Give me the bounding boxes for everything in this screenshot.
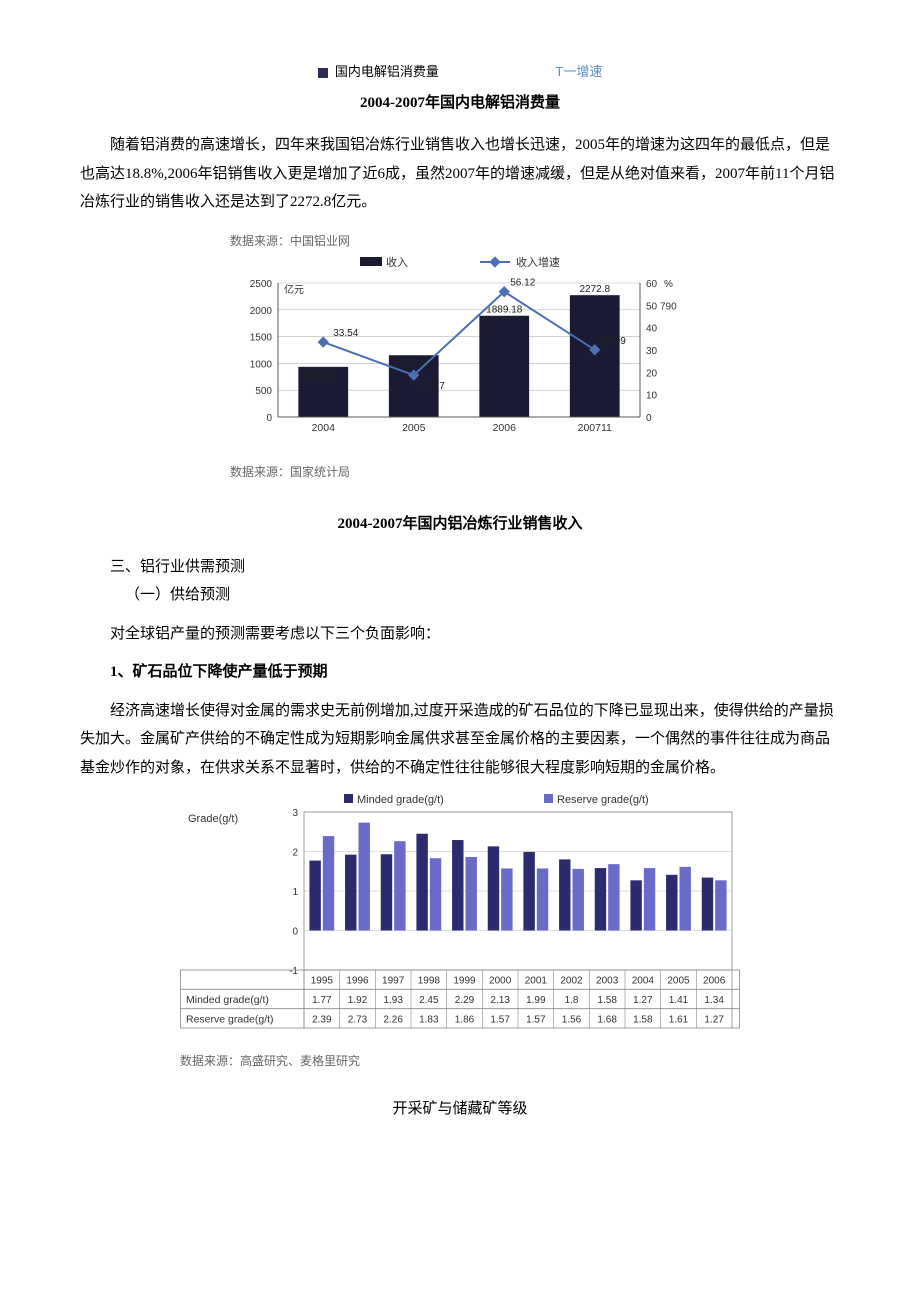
svg-text:Minded grade(g/t): Minded grade(g/t)	[186, 994, 269, 1006]
section3-lead: 对全球铝产量的预测需要考虑以下三个负面影响：	[80, 620, 840, 649]
svg-text:1.57: 1.57	[526, 1015, 546, 1026]
svg-text:1.61: 1.61	[669, 1015, 689, 1026]
chart1-title: 2004-2007年国内电解铝消费量	[80, 89, 840, 118]
chart2-source-top: 数据来源：中国铝业网	[230, 234, 350, 248]
legend-row-top: 国内电解铝消费量 T一增速	[80, 60, 840, 85]
svg-text:1.58: 1.58	[633, 1015, 653, 1026]
svg-text:1.92: 1.92	[348, 995, 368, 1006]
svg-text:1.93: 1.93	[383, 995, 403, 1006]
bar-swatch	[318, 68, 328, 78]
paragraph-1: 随着铝消费的高速增长，四年来我国铝冶炼行业销售收入也增长迅速，2005年的增速为…	[80, 131, 840, 217]
svg-text:Grade(g/t): Grade(g/t)	[188, 813, 238, 825]
svg-text:1998: 1998	[418, 976, 441, 987]
svg-text:1.56: 1.56	[562, 1015, 582, 1026]
svg-text:2000: 2000	[489, 976, 512, 987]
svg-text:1.68: 1.68	[597, 1015, 617, 1026]
svg-text:2272.8: 2272.8	[579, 284, 610, 295]
svg-text:1.58: 1.58	[597, 995, 617, 1006]
svg-text:2500: 2500	[250, 279, 273, 290]
svg-text:60: 60	[646, 279, 658, 290]
svg-text:2005: 2005	[667, 976, 690, 987]
svg-text:收入增速: 收入增速	[516, 255, 560, 269]
svg-text:2006: 2006	[493, 422, 517, 434]
section3-head: 三、铝行业供需预测	[80, 553, 840, 582]
svg-text:2.13: 2.13	[490, 995, 510, 1006]
svg-text:2002: 2002	[560, 976, 583, 987]
svg-text:3: 3	[292, 808, 298, 819]
svg-text:1.57: 1.57	[490, 1015, 510, 1026]
svg-text:2003: 2003	[596, 976, 619, 987]
chart3-title: 开采矿与储藏矿等级	[80, 1095, 840, 1124]
section3-sub: （一）供给预测	[80, 581, 840, 610]
svg-text:1.77: 1.77	[312, 995, 332, 1006]
svg-text:1997: 1997	[382, 976, 405, 987]
chart2-source-bottom: 数据来源：国家统计局	[230, 465, 350, 479]
svg-text:2004: 2004	[312, 422, 336, 434]
svg-text:%: %	[664, 279, 673, 290]
chart3-block: Minded grade(g/t) Reserve grade(g/t) Grade…	[80, 792, 840, 1075]
svg-text:1152.46: 1152.46	[394, 358, 430, 369]
svg-text:0: 0	[292, 927, 298, 938]
svg-text:50: 50	[646, 302, 658, 313]
chart2-svg: 收入 收入增速 0 500 1000 1500 2000 2500 0 10 20 30 40 50 60%…	[230, 255, 690, 445]
svg-text:2.45: 2.45	[419, 995, 439, 1006]
svg-text:1999: 1999	[453, 976, 476, 987]
svg-text:33.54: 33.54	[333, 328, 358, 339]
legend-line-label: T一增速	[555, 64, 602, 79]
svg-text:20: 20	[646, 369, 658, 380]
svg-text:1500: 1500	[250, 333, 273, 344]
svg-text:500: 500	[255, 386, 272, 397]
svg-text:1.41: 1.41	[669, 995, 689, 1006]
svg-text:1.86: 1.86	[455, 1015, 475, 1026]
svg-text:1996: 1996	[346, 976, 369, 987]
svg-text:1000: 1000	[250, 360, 273, 371]
svg-text:1.27: 1.27	[633, 995, 653, 1006]
svg-text:40: 40	[646, 324, 658, 335]
svg-text:1889.18: 1889.18	[486, 305, 523, 316]
svg-text:Reserve grade(g/t): Reserve grade(g/t)	[557, 794, 649, 806]
svg-text:2: 2	[292, 848, 298, 859]
section3-item1-head: 1、矿石品位下降使产量低于预期	[80, 658, 840, 687]
svg-text:2.39: 2.39	[312, 1015, 332, 1026]
svg-text:0: 0	[266, 413, 272, 424]
svg-text:2001: 2001	[525, 976, 548, 987]
svg-text:1.27: 1.27	[704, 1015, 724, 1026]
svg-text:1: 1	[292, 887, 298, 898]
svg-text:收入: 收入	[386, 255, 408, 269]
svg-text:935.53: 935.53	[306, 370, 337, 381]
chart3-source-bottom: 数据来源：高盛研究、麦格里研究	[180, 1054, 360, 1068]
svg-text:18.77: 18.77	[420, 381, 445, 392]
svg-text:2.29: 2.29	[455, 995, 475, 1006]
svg-text:2004: 2004	[632, 976, 655, 987]
chart3-svg: Minded grade(g/t) Reserve grade(g/t) Grade…	[180, 792, 740, 1032]
svg-text:0: 0	[646, 413, 652, 424]
svg-text:2000: 2000	[250, 306, 273, 317]
svg-text:30.09: 30.09	[601, 336, 626, 347]
chart2-title: 2004-2007年国内铝冶炼行业销售收入	[80, 510, 840, 539]
svg-text:10: 10	[646, 391, 658, 402]
section3-item1-body: 经济高速增长使得对金属的需求史无前例增加,过度开采造成的矿石品位的下降已显现出来…	[80, 697, 840, 783]
svg-text:Reserve grade(g/t): Reserve grade(g/t)	[186, 1014, 274, 1026]
svg-text:2.26: 2.26	[383, 1015, 403, 1026]
svg-text:1995: 1995	[311, 976, 334, 987]
svg-text:Minded grade(g/t): Minded grade(g/t)	[357, 794, 444, 806]
chart2-block: 数据来源：中国铝业网 收入 收入增速 0 500 1000 1500 2000 2500 0 10…	[80, 227, 840, 487]
svg-text:2005: 2005	[402, 422, 426, 434]
svg-text:1.99: 1.99	[526, 995, 546, 1006]
svg-text:30: 30	[646, 346, 658, 357]
svg-text:1.8: 1.8	[565, 995, 579, 1006]
svg-text:1.34: 1.34	[704, 995, 724, 1006]
legend-bar-label: 国内电解铝消费量	[335, 64, 439, 79]
svg-text:790: 790	[660, 302, 677, 313]
svg-text:1.83: 1.83	[419, 1015, 439, 1026]
svg-text:56.12: 56.12	[510, 278, 535, 289]
svg-text:亿元: 亿元	[284, 283, 304, 296]
svg-text:2006: 2006	[703, 976, 726, 987]
svg-text:200711: 200711	[578, 422, 612, 434]
svg-text:2.73: 2.73	[348, 1015, 368, 1026]
svg-text:-1: -1	[289, 966, 298, 977]
